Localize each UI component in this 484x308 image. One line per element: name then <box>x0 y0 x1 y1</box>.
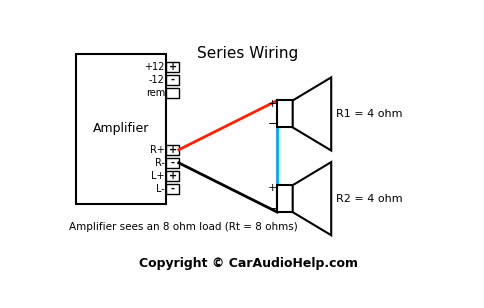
Polygon shape <box>293 77 331 151</box>
Text: rem: rem <box>146 88 165 98</box>
Text: -: - <box>170 158 175 168</box>
Bar <box>277 185 293 212</box>
Text: -: - <box>170 75 175 85</box>
Text: +: + <box>268 183 277 193</box>
Text: R-: R- <box>155 158 165 168</box>
Text: L+: L+ <box>151 171 165 181</box>
Bar <box>76 54 166 204</box>
Text: −: − <box>268 204 277 214</box>
Text: +12: +12 <box>145 62 165 71</box>
Text: +: + <box>168 62 177 71</box>
Text: Amplifier: Amplifier <box>93 123 149 136</box>
Bar <box>166 158 179 168</box>
Text: +: + <box>268 99 277 108</box>
Bar <box>166 88 179 98</box>
Text: -12: -12 <box>149 75 165 85</box>
Bar <box>166 184 179 194</box>
Text: R+: R+ <box>150 145 165 155</box>
Text: -: - <box>170 184 175 194</box>
Polygon shape <box>293 162 331 235</box>
Text: +: + <box>168 171 177 181</box>
Bar <box>166 62 179 71</box>
Text: Series Wiring: Series Wiring <box>197 46 299 61</box>
Text: R1 = 4 ohm: R1 = 4 ohm <box>336 109 402 119</box>
Text: Copyright © CarAudioHelp.com: Copyright © CarAudioHelp.com <box>138 257 358 270</box>
Text: L-: L- <box>156 184 165 194</box>
Text: +: + <box>168 145 177 155</box>
Text: R2 = 4 ohm: R2 = 4 ohm <box>336 194 403 204</box>
Bar <box>166 171 179 181</box>
Bar <box>166 75 179 85</box>
Bar <box>166 145 179 155</box>
Text: Amplifier sees an 8 ohm load (Rt = 8 ohms): Amplifier sees an 8 ohm load (Rt = 8 ohm… <box>69 222 298 232</box>
Bar <box>277 100 293 128</box>
Text: −: − <box>268 120 277 129</box>
